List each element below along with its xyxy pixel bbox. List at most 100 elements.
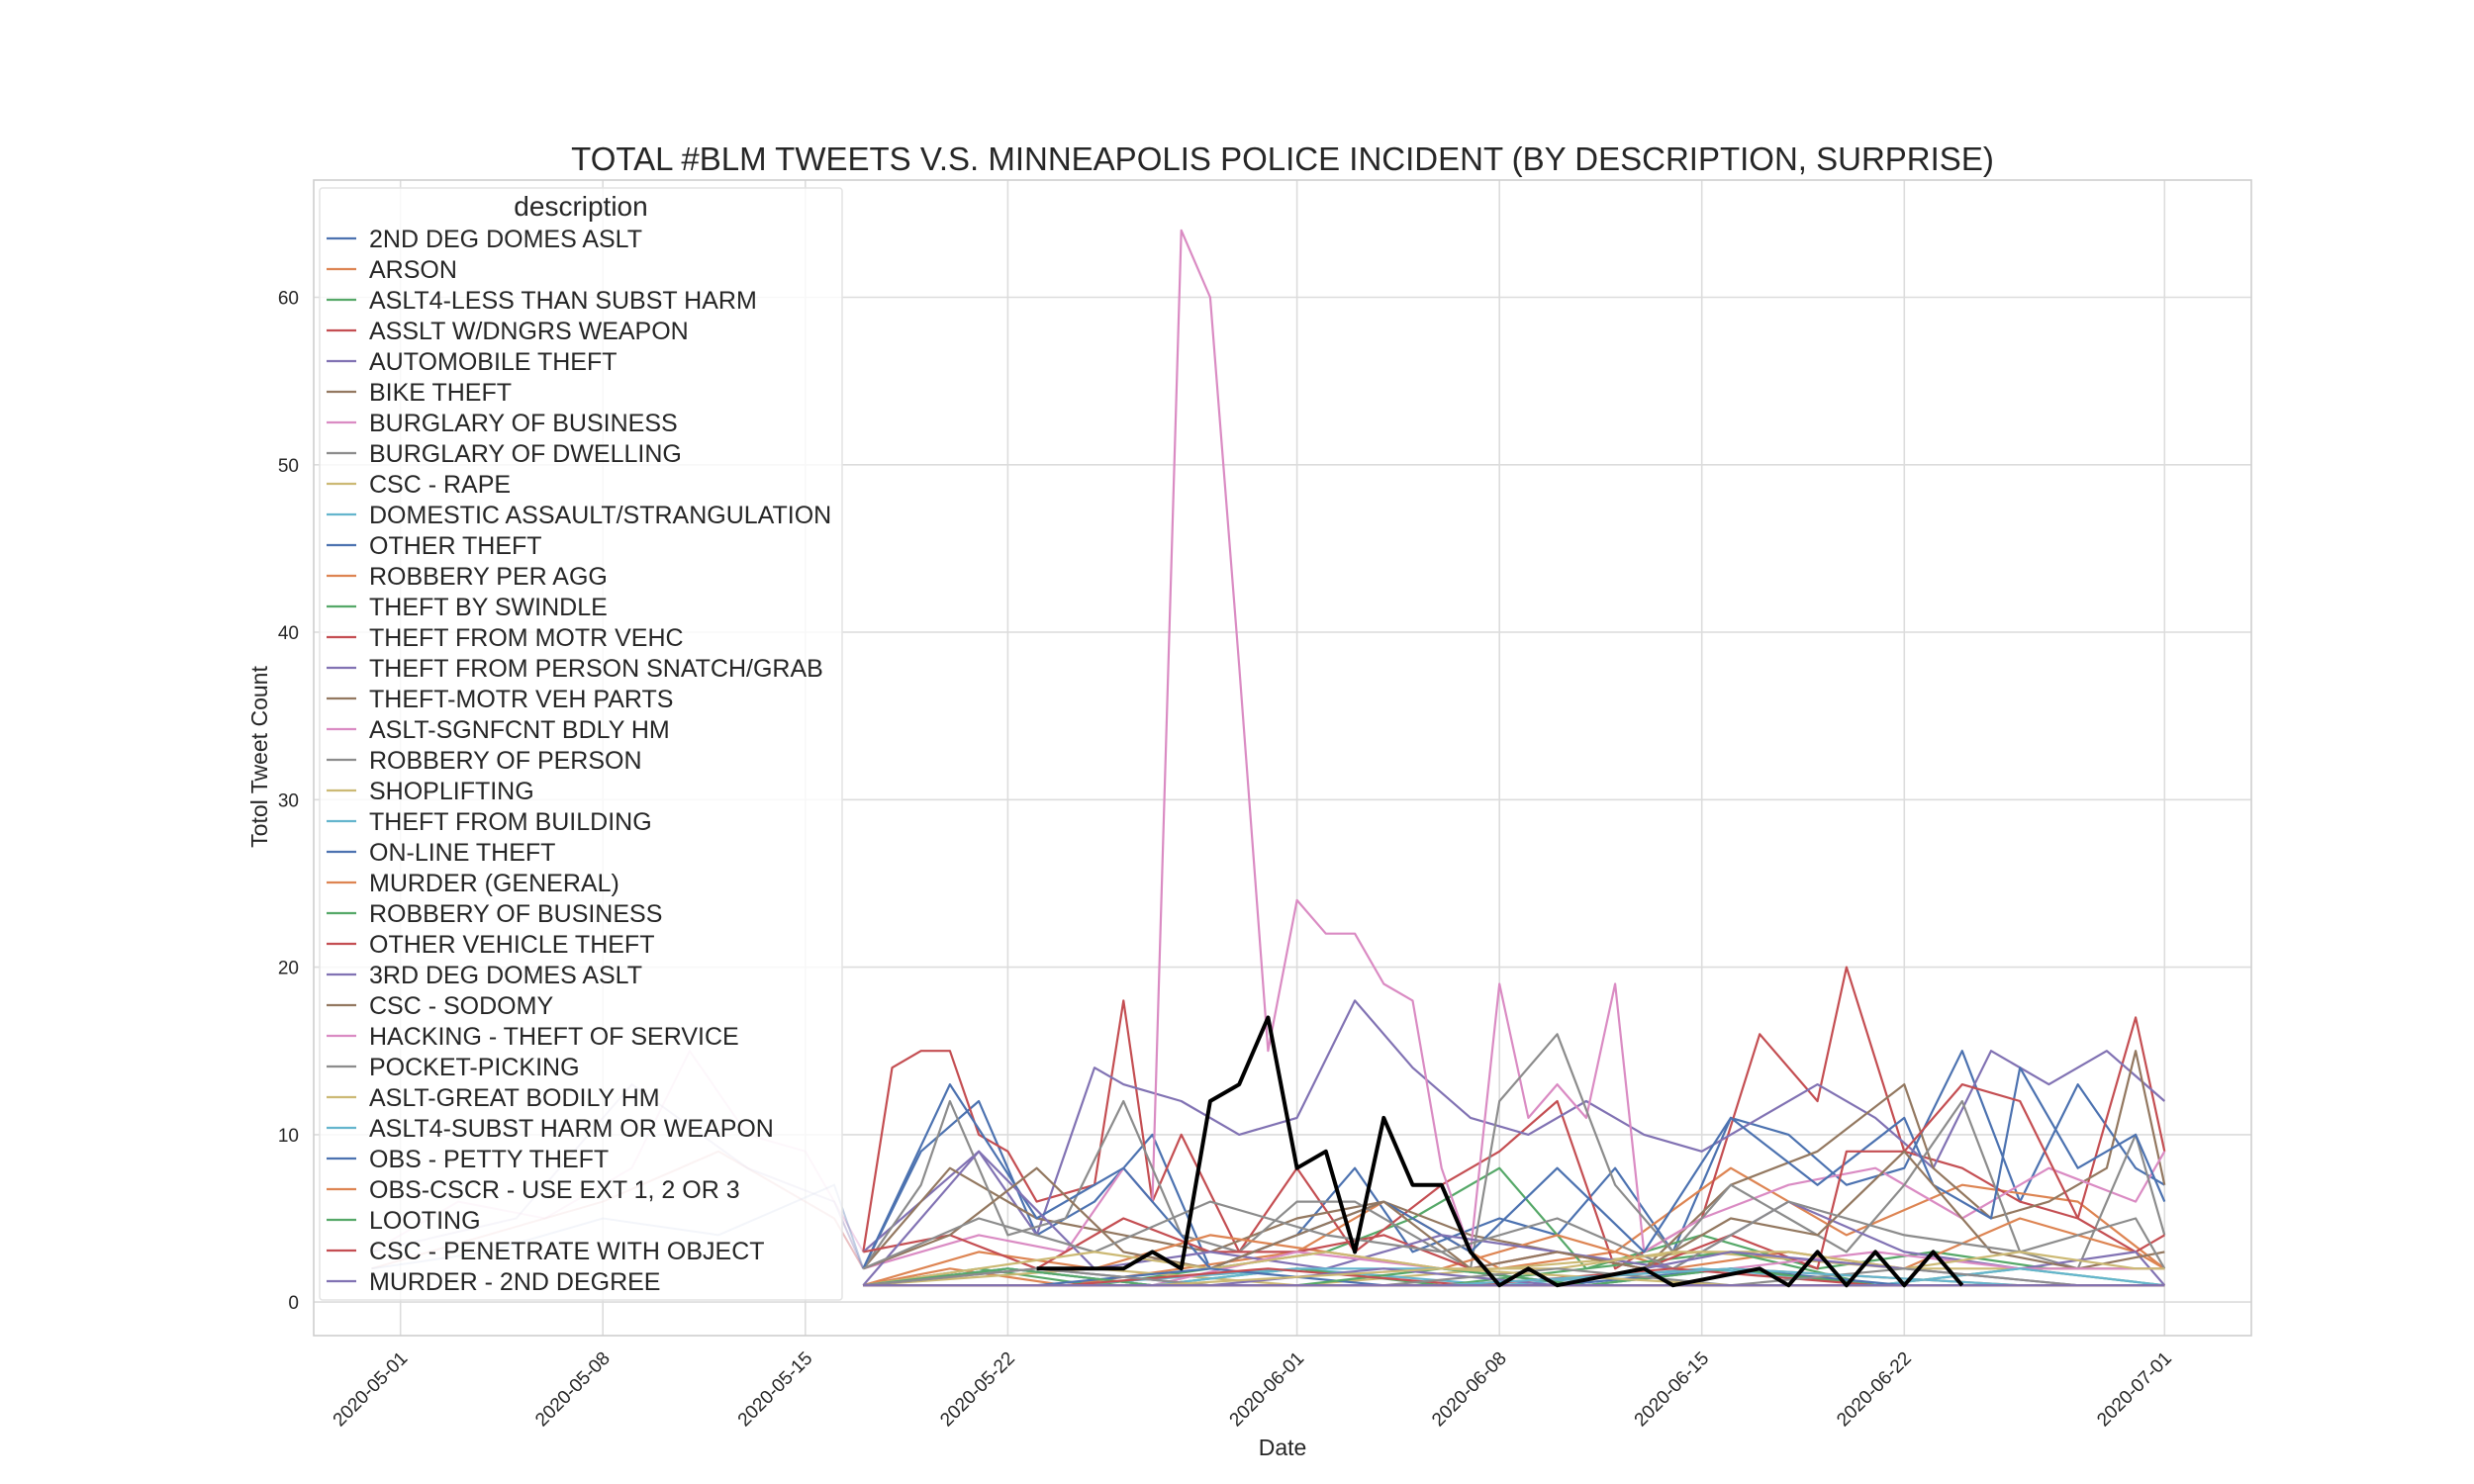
legend-label: ROBBERY PER AGG bbox=[369, 563, 608, 591]
y-tick-label: 0 bbox=[288, 1293, 299, 1314]
legend-entry: OBS - PETTY THEFT bbox=[327, 1146, 609, 1173]
series-line bbox=[862, 966, 2166, 1270]
legend-label: BURGLARY OF BUSINESS bbox=[369, 410, 678, 437]
legend-entry: ASSLT W/DNGRS WEAPON bbox=[327, 318, 689, 345]
series-lines bbox=[862, 229, 2166, 1287]
x-tick-label: 2020-06-01 bbox=[1226, 1348, 1309, 1432]
legend-label: DOMESTIC ASSAULT/STRANGULATION bbox=[369, 502, 831, 529]
series-line bbox=[862, 999, 2166, 1253]
legend-entry: ASLT4-SUBST HARM OR WEAPON bbox=[327, 1115, 774, 1143]
series-line bbox=[862, 1067, 2166, 1270]
legend-title: description bbox=[514, 191, 647, 222]
legend-label: ROBBERY OF BUSINESS bbox=[369, 900, 662, 928]
legend-label: CSC - PENETRATE WITH OBJECT bbox=[369, 1238, 765, 1265]
legend-entry: OBS-CSCR - USE EXT 1, 2 OR 3 bbox=[327, 1176, 740, 1204]
legend-label: THEFT FROM MOTR VEHC bbox=[369, 624, 684, 652]
legend-entry: BURGLARY OF BUSINESS bbox=[327, 410, 678, 437]
legend-entry: THEFT BY SWINDLE bbox=[327, 594, 608, 621]
series-line bbox=[862, 1033, 2166, 1270]
y-tick-label: 20 bbox=[278, 959, 299, 979]
legend-entry: LOOTING bbox=[327, 1207, 481, 1235]
plot-frame bbox=[313, 179, 2252, 1337]
legend-label: THEFT FROM PERSON SNATCH/GRAB bbox=[369, 655, 823, 683]
legend-label: OBS-CSCR - USE EXT 1, 2 OR 3 bbox=[369, 1176, 740, 1204]
legend-entry: ARSON bbox=[327, 256, 457, 284]
legend-entry: AUTOMOBILE THEFT bbox=[327, 348, 618, 376]
legend-label: CSC - RAPE bbox=[369, 471, 511, 499]
legend-label: THEFT FROM BUILDING bbox=[369, 808, 652, 836]
legend-entry: ROBBERY OF BUSINESS bbox=[327, 900, 662, 928]
legend-entry: ASLT4-LESS THAN SUBST HARM bbox=[327, 287, 757, 315]
legend-entry: THEFT FROM PERSON SNATCH/GRAB bbox=[327, 655, 823, 683]
legend-entry: BIKE THEFT bbox=[327, 379, 512, 407]
legend-entry: CSC - RAPE bbox=[327, 471, 511, 499]
legend-label: POCKET-PICKING bbox=[369, 1054, 580, 1081]
legend-entry: BURGLARY OF DWELLING bbox=[327, 440, 682, 468]
y-tick-label: 10 bbox=[278, 1126, 299, 1147]
highlight-series bbox=[1036, 1015, 1964, 1288]
x-tick-label: 2020-07-01 bbox=[2093, 1348, 2176, 1432]
legend-label: AUTOMOBILE THEFT bbox=[369, 348, 618, 376]
legend-label: THEFT-MOTR VEH PARTS bbox=[369, 686, 673, 713]
y-axis-label: Totol Tweet Count bbox=[246, 666, 272, 848]
series-line bbox=[862, 1150, 2165, 1270]
legend-entry: MURDER - 2ND DEGREE bbox=[327, 1268, 660, 1296]
x-tick-label: 2020-05-22 bbox=[936, 1348, 1019, 1432]
legend-entry: 3RD DEG DOMES ASLT bbox=[327, 962, 642, 989]
legend-label: MURDER (GENERAL) bbox=[369, 870, 619, 897]
legend-label: CSC - SODOMY bbox=[369, 992, 553, 1020]
legend-label: ASLT-SGNFCNT BDLY HM bbox=[369, 716, 670, 744]
legend-label: ARSON bbox=[369, 256, 457, 284]
legend-label: LOOTING bbox=[369, 1207, 481, 1235]
legend-label: MURDER - 2ND DEGREE bbox=[369, 1268, 660, 1296]
legend-entry: THEFT FROM MOTR VEHC bbox=[327, 624, 684, 652]
legend-label: OBS - PETTY THEFT bbox=[369, 1146, 609, 1173]
highlight-series-line bbox=[1036, 1015, 1964, 1288]
y-tick-label: 40 bbox=[278, 623, 299, 644]
legend-entry: POCKET-PICKING bbox=[327, 1054, 580, 1081]
x-tick-label: 2020-05-15 bbox=[734, 1348, 817, 1432]
legend: description 2ND DEG DOMES ASLT ARSON ASLT4… bbox=[319, 187, 843, 1301]
legend-entry: THEFT-MOTR VEH PARTS bbox=[327, 686, 673, 713]
legend-entry: DOMESTIC ASSAULT/STRANGULATION bbox=[327, 502, 831, 529]
legend-label: ROBBERY OF PERSON bbox=[369, 747, 642, 775]
x-tick-label: 2020-06-08 bbox=[1428, 1348, 1511, 1432]
y-tick-label: 50 bbox=[278, 456, 299, 477]
y-tick-label: 30 bbox=[278, 790, 299, 811]
legend-entry: ROBBERY PER AGG bbox=[327, 563, 608, 591]
legend-entry: 2ND DEG DOMES ASLT bbox=[327, 226, 642, 253]
legend-entry: CSC - SODOMY bbox=[327, 992, 553, 1020]
legend-entry: ASLT-SGNFCNT BDLY HM bbox=[327, 716, 670, 744]
legend-label: 2ND DEG DOMES ASLT bbox=[369, 226, 642, 253]
legend-entry: ON-LINE THEFT bbox=[327, 839, 555, 867]
series-line bbox=[862, 229, 2166, 1270]
y-tick-label: 60 bbox=[278, 289, 299, 310]
y-tick-labels: 0 10 20 30 40 50 60 bbox=[278, 289, 299, 1315]
chart-title: TOTAL #BLM TWEETS V.S. MINNEAPOLIS POLIC… bbox=[571, 140, 1994, 177]
legend-label: THEFT BY SWINDLE bbox=[369, 594, 608, 621]
x-tick-label: 2020-06-22 bbox=[1833, 1348, 1916, 1432]
legend-entry: SHOPLIFTING bbox=[327, 778, 534, 805]
legend-label: HACKING - THEFT OF SERVICE bbox=[369, 1023, 739, 1051]
legend-label: 3RD DEG DOMES ASLT bbox=[369, 962, 642, 989]
legend-entry: HACKING - THEFT OF SERVICE bbox=[327, 1023, 739, 1051]
legend-box bbox=[319, 187, 843, 1301]
x-tick-label: 2020-06-15 bbox=[1631, 1348, 1714, 1432]
legend-entry: ROBBERY OF PERSON bbox=[327, 747, 642, 775]
legend-entry: ASLT-GREAT BODILY HM bbox=[327, 1084, 660, 1112]
series-line bbox=[863, 1267, 2165, 1287]
legend-label: ASLT-GREAT BODILY HM bbox=[369, 1084, 660, 1112]
x-tick-labels: 2020-05-01 2020-05-08 2020-05-15 2020-05-22… bbox=[330, 1348, 2176, 1432]
legend-label: ON-LINE THEFT bbox=[369, 839, 555, 867]
legend-entry: MURDER (GENERAL) bbox=[327, 870, 619, 897]
legend-label: BIKE THEFT bbox=[369, 379, 512, 407]
legend-items: 2ND DEG DOMES ASLT ARSON ASLT4-LESS THAN S… bbox=[327, 226, 831, 1296]
legend-label: BURGLARY OF DWELLING bbox=[369, 440, 682, 468]
x-axis-label: Date bbox=[1259, 1435, 1307, 1460]
legend-label: SHOPLIFTING bbox=[369, 778, 534, 805]
x-tick-label: 2020-05-01 bbox=[330, 1348, 413, 1432]
legend-entry: OTHER THEFT bbox=[327, 532, 542, 560]
x-tick-label: 2020-05-08 bbox=[531, 1348, 615, 1432]
legend-label: OTHER THEFT bbox=[369, 532, 542, 560]
